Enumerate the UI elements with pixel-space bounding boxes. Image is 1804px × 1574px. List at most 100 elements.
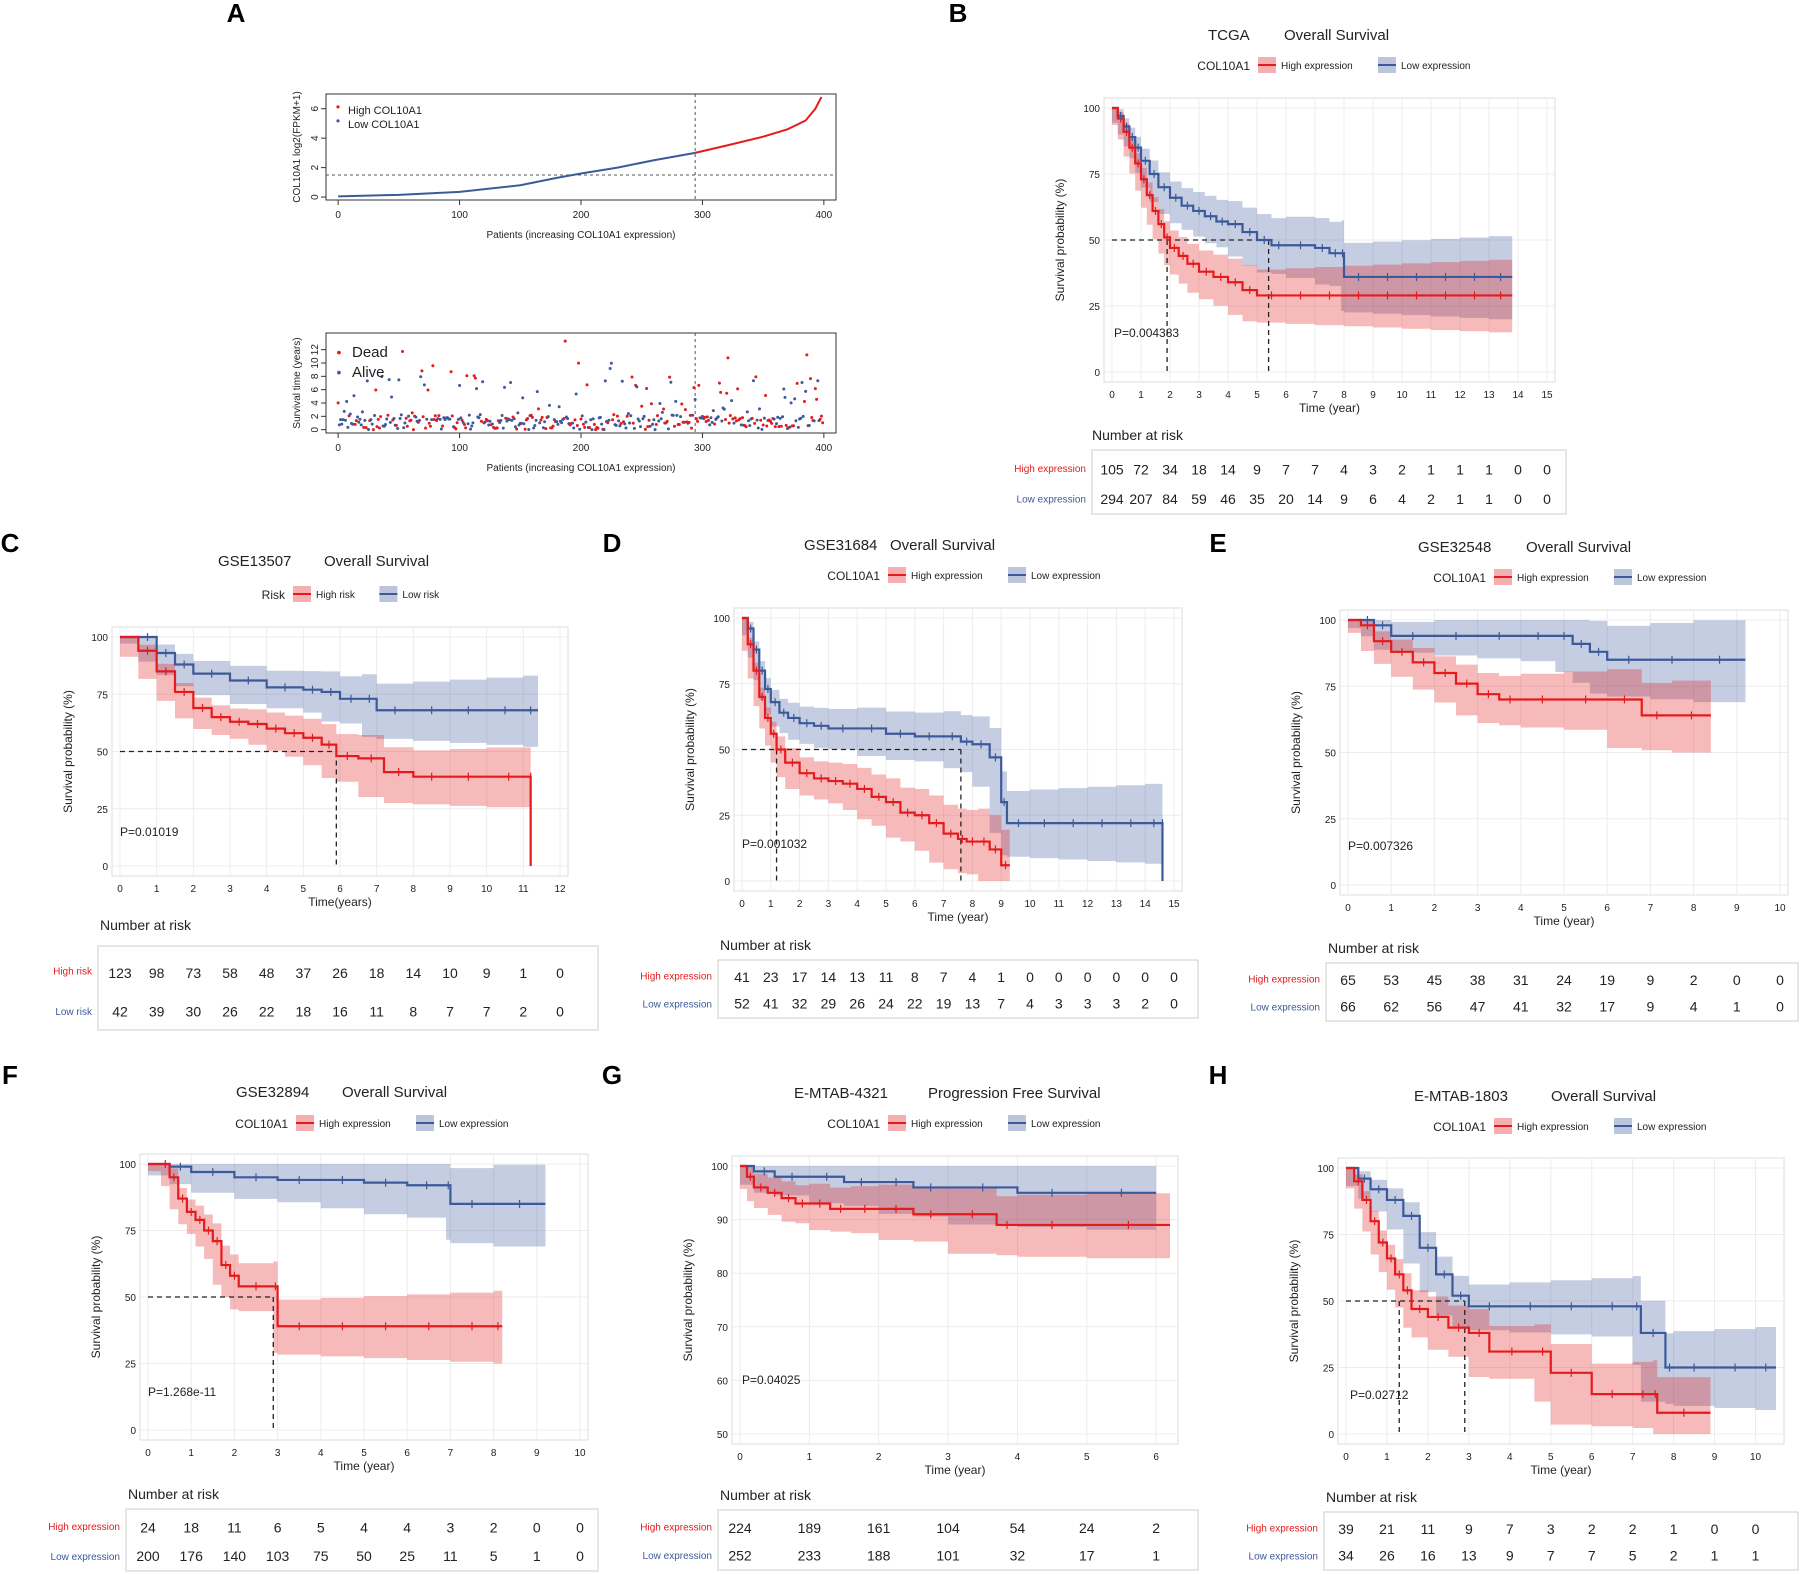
risk-value-high: 37 [296, 965, 312, 981]
alive-point [730, 399, 734, 403]
risk-value-low: 50 [356, 1548, 372, 1564]
x-tick-label: 7 [448, 1448, 454, 1459]
x-tick-label: 1 [1388, 903, 1394, 914]
y-tick-label: 6 [310, 386, 321, 392]
x-tick-label: 0 [1345, 903, 1351, 914]
alive-point [407, 414, 411, 418]
risk-value-low: 2 [1427, 491, 1435, 507]
risk-value-low: 19 [936, 996, 952, 1012]
dead-point [426, 388, 430, 392]
confidence-band-high [148, 1164, 503, 1364]
dead-point [744, 425, 748, 429]
y-tick-label: 6 [310, 106, 321, 112]
risk-value-high: 98 [149, 965, 165, 981]
panel-letter-f: F [2, 1060, 18, 1090]
risk-value-high: 3 [1369, 461, 1377, 477]
alive-point [360, 410, 364, 414]
alive-point [628, 421, 632, 425]
dead-point [656, 414, 659, 418]
y-tick-label: 100 [119, 1160, 136, 1171]
plot-title: Progression Free Survival [928, 1085, 1101, 1102]
risk-value-low: 233 [798, 1547, 822, 1563]
dead-point [504, 416, 508, 420]
x-tick-label: 4 [1015, 1452, 1021, 1463]
p-value-label: P=1.268e-11 [148, 1385, 216, 1399]
dead-point [645, 387, 649, 391]
legend-title: COL10A1 [1433, 1120, 1486, 1134]
risk-value-high: 38 [1470, 972, 1486, 988]
dead-point [515, 427, 519, 431]
risk-value-high: 105 [1100, 461, 1124, 477]
alive-point [801, 414, 805, 418]
y-tick-label: 100 [1319, 616, 1336, 627]
dead-point [526, 417, 530, 421]
risk-value-high: 2 [490, 1520, 498, 1536]
y-tick-label: 100 [1317, 1164, 1334, 1175]
dead-point [727, 421, 731, 425]
alive-point [459, 416, 463, 420]
risk-value-low: 46 [1220, 491, 1236, 507]
dead-point [707, 418, 710, 422]
risk-value-low: 1 [1733, 999, 1741, 1015]
dead-point [449, 370, 453, 374]
survival-curve-low [1346, 1166, 1776, 1369]
x-tick-label: 1 [768, 899, 774, 910]
x-tick-label: 1 [1138, 390, 1144, 401]
risk-value-low: 3 [1113, 996, 1121, 1012]
risk-value-high: 0 [1711, 1521, 1719, 1537]
alive-point [384, 423, 387, 427]
alive-point [600, 422, 604, 426]
risk-value-low: 30 [186, 1004, 202, 1020]
dead-point [640, 404, 644, 408]
y-tick-label: 100 [711, 1162, 728, 1173]
risk-value-high: 58 [222, 965, 238, 981]
alive-point [679, 415, 683, 419]
dead-point [662, 407, 666, 411]
alive-point [345, 399, 349, 403]
dead-point [805, 353, 809, 357]
x-tick-label: 10 [574, 1448, 586, 1459]
alive-point [481, 380, 485, 384]
y-tick-label: 25 [1089, 302, 1101, 313]
dead-point [562, 417, 566, 421]
alive-point [626, 412, 630, 416]
alive-point [658, 401, 662, 405]
alive-point [651, 422, 655, 426]
y-tick-label: 50 [1323, 1297, 1335, 1308]
panel-letter-h: H [1209, 1060, 1228, 1090]
alive-point [657, 419, 661, 423]
alive-point [652, 418, 656, 422]
alive-point [342, 409, 346, 413]
dead-point [777, 425, 781, 429]
risk-value-low: 29 [821, 996, 837, 1012]
dead-point [354, 419, 358, 423]
x-tick-label: 7 [374, 884, 380, 895]
risk-value-low: 84 [1162, 491, 1178, 507]
risk-row-label-low: Low expression [51, 1552, 120, 1563]
risk-value-high: 0 [1170, 969, 1178, 985]
dead-point [420, 369, 424, 373]
risk-table-frame [717, 1509, 1199, 1571]
alive-point [458, 384, 462, 388]
risk-value-low: 9 [1506, 1548, 1514, 1564]
risk-value-low: 26 [222, 1004, 238, 1020]
x-tick-label: 11 [1054, 899, 1065, 910]
alive-point [639, 425, 642, 429]
y-tick-label: 0 [1330, 881, 1336, 892]
legend-dot-alive: • [337, 364, 342, 380]
survival-curve-low [148, 1162, 546, 1205]
y-tick-label: 70 [717, 1323, 729, 1334]
dead-point [733, 416, 737, 420]
risk-value-low: 16 [1420, 1548, 1436, 1564]
dead-point [375, 425, 379, 429]
alive-point [363, 418, 367, 422]
y-tick-label: 75 [1325, 682, 1337, 693]
x-tick-label: 5 [1548, 1452, 1554, 1463]
dead-point [687, 420, 691, 424]
x-tick-label: 11 [1426, 390, 1437, 401]
risk-value-high: 18 [369, 965, 385, 981]
alive-point [598, 415, 602, 419]
dead-point [764, 393, 768, 397]
risk-value-low: 47 [1470, 999, 1486, 1015]
